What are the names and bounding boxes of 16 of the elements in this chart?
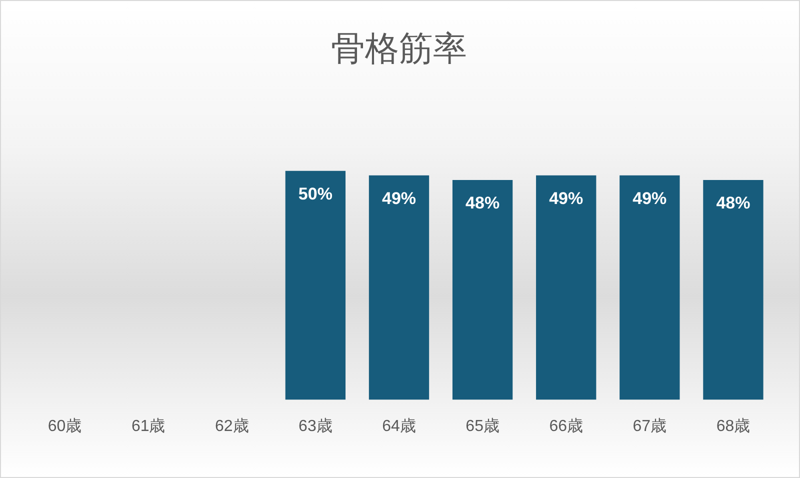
x-tick-label: 62歳 bbox=[214, 416, 249, 435]
x-tick-label: 60歳 bbox=[48, 416, 82, 435]
x-tick-label: 68歳 bbox=[716, 416, 750, 435]
x-tick-label: 67歳 bbox=[632, 416, 667, 435]
data-label: 50% bbox=[298, 184, 332, 204]
x-tick-label: 63歳 bbox=[298, 416, 332, 435]
data-label: 49% bbox=[632, 189, 667, 208]
x-tick-label: 66歳 bbox=[549, 416, 584, 435]
data-label: 49% bbox=[382, 189, 416, 208]
data-label: 48% bbox=[716, 194, 750, 213]
chart-title: 骨格筋率 bbox=[331, 30, 467, 68]
x-tick-label: 64歳 bbox=[382, 416, 416, 435]
x-tick-label: 65歳 bbox=[466, 416, 500, 435]
x-tick-label: 61歳 bbox=[131, 416, 166, 435]
data-label: 49% bbox=[549, 189, 584, 208]
data-label: 48% bbox=[466, 194, 500, 213]
